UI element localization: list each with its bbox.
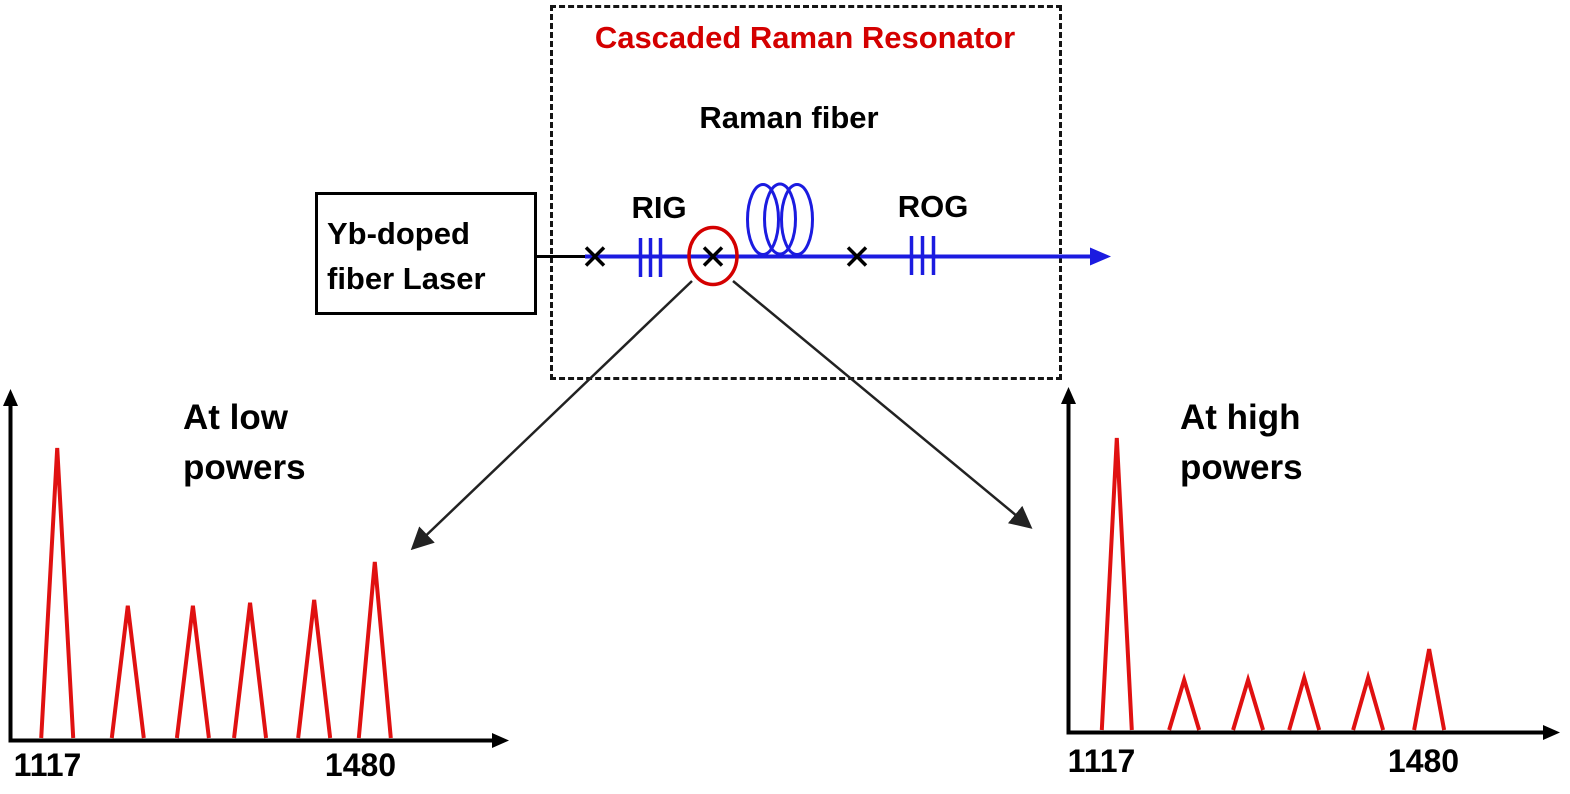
rig-grating-lines bbox=[638, 238, 663, 277]
splice-highlight-circle bbox=[687, 225, 739, 287]
spectrum-peak bbox=[1099, 437, 1134, 731]
spectrum-peak bbox=[1287, 670, 1322, 731]
high-spectrum-peaks bbox=[1099, 437, 1447, 731]
spectrum-peak bbox=[1351, 670, 1386, 731]
high-spectrum-tick-1480: 1480 bbox=[1387, 743, 1460, 779]
low-spectrum-x-arrowhead-icon bbox=[492, 733, 509, 748]
spectrum-peak bbox=[1167, 672, 1202, 731]
spectrum-peak bbox=[356, 561, 393, 739]
low-spectrum-title: At low powers bbox=[183, 398, 306, 487]
spectrum-peak bbox=[1231, 672, 1265, 731]
splice-cross-icon-2 bbox=[702, 246, 724, 267]
callout-arrow-to-high-spectrum bbox=[732, 280, 1033, 529]
splice-cross-icon-3 bbox=[846, 246, 868, 267]
yb-laser-box bbox=[315, 192, 537, 315]
high-spectrum-title: At high powers bbox=[1180, 398, 1303, 487]
raman-fiber-label: Raman fiber bbox=[699, 100, 879, 135]
spectrum-peak bbox=[174, 605, 211, 739]
callout-arrow-to-low-spectrum bbox=[410, 280, 693, 551]
rog-label: ROG bbox=[897, 189, 969, 224]
resonator-title: Cascaded Raman Resonator bbox=[594, 20, 1016, 55]
fiber-coil-icon bbox=[746, 182, 814, 256]
rig-label: RIG bbox=[631, 190, 687, 225]
output-beam-arrowhead-icon bbox=[1090, 247, 1111, 266]
low-spectrum-tick-1117: 1117 bbox=[13, 747, 82, 783]
spectrum-peak bbox=[1412, 648, 1447, 731]
spectrum-peak bbox=[39, 447, 76, 739]
low-spectrum-peaks bbox=[39, 447, 393, 739]
cascaded-raman-resonator-box bbox=[550, 5, 1062, 380]
high-spectrum-x-arrowhead-icon bbox=[1543, 725, 1560, 740]
splice-cross-icon-1 bbox=[584, 246, 606, 267]
high-spectrum-y-arrowhead-icon bbox=[1061, 387, 1076, 404]
rog-grating-lines bbox=[909, 236, 936, 275]
high-spectrum-tick-1117: 1117 bbox=[1067, 743, 1136, 779]
low-spectrum-y-arrowhead-icon bbox=[3, 389, 18, 406]
low-spectrum-tick-1480: 1480 bbox=[324, 747, 397, 783]
spectrum-peak bbox=[232, 602, 269, 739]
spectrum-peak bbox=[296, 599, 333, 739]
yb-laser-label: Yb-doped fiber Laser bbox=[327, 216, 486, 296]
spectrum-peak bbox=[109, 605, 146, 739]
